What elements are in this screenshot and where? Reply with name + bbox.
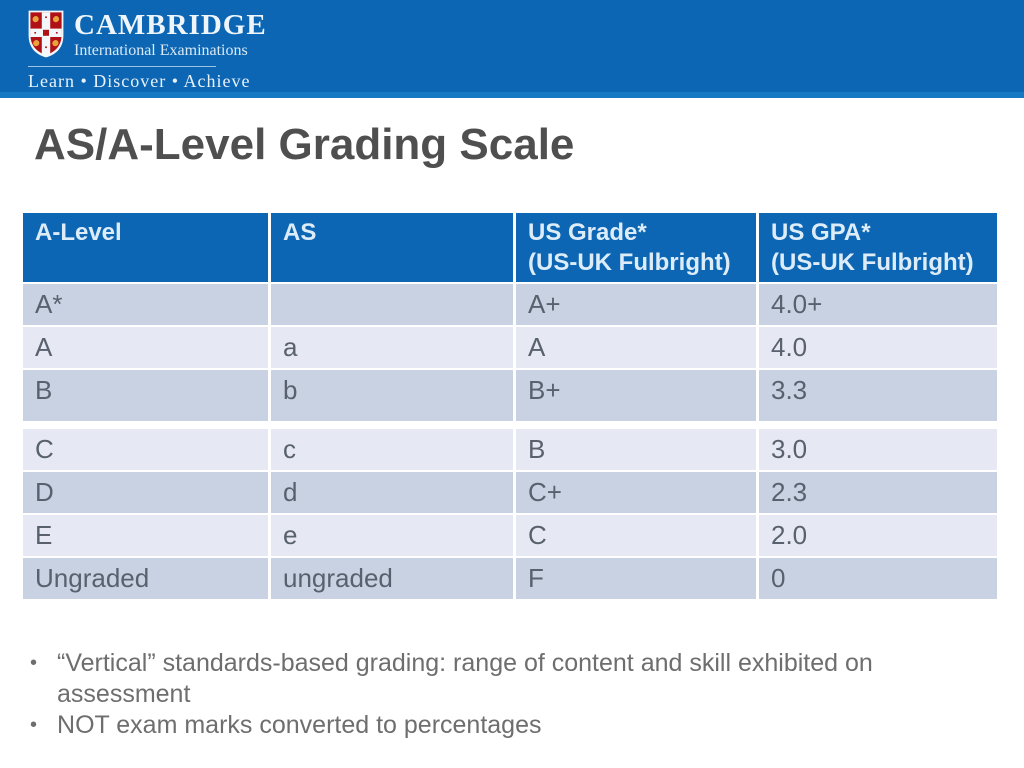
cell-us-grade: B+ [516,370,756,421]
cell-a-level: A* [23,284,268,325]
cell-a-level: A [23,327,268,368]
cell-us-gpa: 3.0 [759,429,997,470]
bullet-text: “Vertical” standards-based grading: rang… [57,649,873,708]
table-row: A a A 4.0 [23,327,997,368]
list-item: • “Vertical” standards-based grading: ra… [30,648,910,710]
table-row: Ungraded ungraded F 0 [23,558,997,599]
bullet-icon: • [30,652,38,674]
cell-us-gpa: 0 [759,558,997,599]
cell-us-gpa: 4.0+ [759,284,997,325]
cell-us-gpa: 2.0 [759,515,997,556]
cell-us-gpa: 3.3 [759,370,997,421]
cell-a-level: B [23,370,268,421]
logo-subtitle: International Examinations [74,42,248,59]
cell-as: a [271,327,513,368]
cambridge-logo: CAMBRIDGE International Examinations Lea… [28,10,267,92]
cell-a-level: E [23,515,268,556]
grading-table: A-Level AS US Grade* (US-UK Fulbright) US… [23,213,997,601]
cell-a-level: D [23,472,268,513]
cell-us-grade: C+ [516,472,756,513]
table-row: C c B 3.0 [23,429,997,470]
table-row: B b B+ 3.3 [23,370,997,421]
notes-list: • “Vertical” standards-based grading: ra… [30,648,910,741]
banner: CAMBRIDGE International Examinations Lea… [0,0,1024,98]
table-row: A* A+ 4.0+ [23,284,997,325]
column-header-a-level: A-Level [23,213,268,282]
logo-divider [28,66,216,67]
cambridge-crest-icon [28,10,64,58]
cell-us-grade: A [516,327,756,368]
cell-as: c [271,429,513,470]
cell-as: b [271,370,513,421]
table-header-row: A-Level AS US Grade* (US-UK Fulbright) US… [23,213,997,282]
cell-us-gpa: 2.3 [759,472,997,513]
table-row: E e C 2.0 [23,515,997,556]
cell-us-grade: A+ [516,284,756,325]
table-row: D d C+ 2.3 [23,472,997,513]
cell-us-gpa: 4.0 [759,327,997,368]
logo-tagline: Learn • Discover • Achieve [28,71,251,91]
column-header-us-grade: US Grade* (US-UK Fulbright) [516,213,756,282]
column-header-us-gpa: US GPA* (US-UK Fulbright) [759,213,997,282]
logo-name: CAMBRIDGE [74,9,267,41]
cell-as: d [271,472,513,513]
column-header-as: AS [271,213,513,282]
bullet-icon: • [30,714,38,736]
cell-us-grade: B [516,429,756,470]
page-title: AS/A-Level Grading Scale [34,120,575,169]
cell-a-level: C [23,429,268,470]
list-item: • NOT exam marks converted to percentage… [30,710,910,741]
cell-a-level: Ungraded [23,558,268,599]
cell-as: ungraded [271,558,513,599]
cell-us-grade: C [516,515,756,556]
bullet-text: NOT exam marks converted to percentages [57,711,542,739]
cell-us-grade: F [516,558,756,599]
cell-as [271,284,513,325]
cell-as: e [271,515,513,556]
